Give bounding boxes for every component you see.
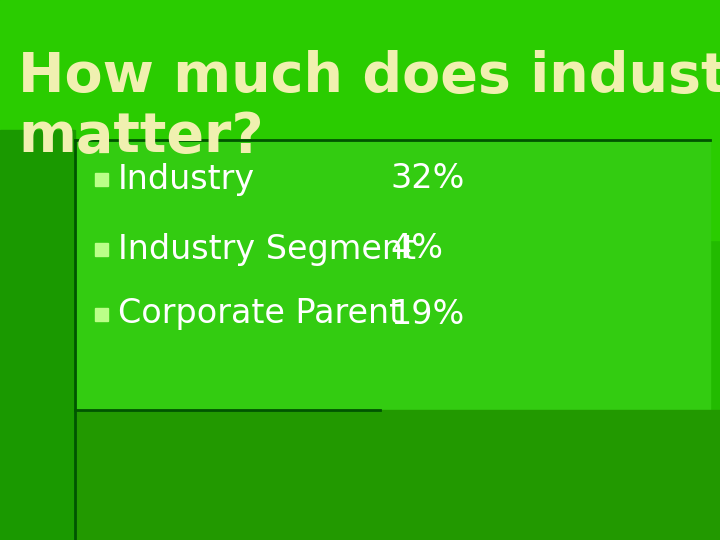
Bar: [75, 140, 710, 410]
Bar: [95, 308, 108, 321]
Text: Industry Segment: Industry Segment: [118, 233, 416, 266]
Text: matter?: matter?: [18, 110, 264, 164]
Bar: [95, 243, 108, 256]
Text: Corporate Parent: Corporate Parent: [118, 298, 402, 330]
Text: How much does industry: How much does industry: [18, 50, 720, 104]
Text: 19%: 19%: [390, 298, 464, 330]
Text: 32%: 32%: [390, 163, 464, 195]
Bar: [0, 130, 75, 540]
Text: 4%: 4%: [390, 233, 443, 266]
Bar: [0, 0, 720, 240]
Bar: [95, 173, 108, 186]
Text: Industry: Industry: [118, 163, 255, 195]
Bar: [75, 410, 720, 540]
